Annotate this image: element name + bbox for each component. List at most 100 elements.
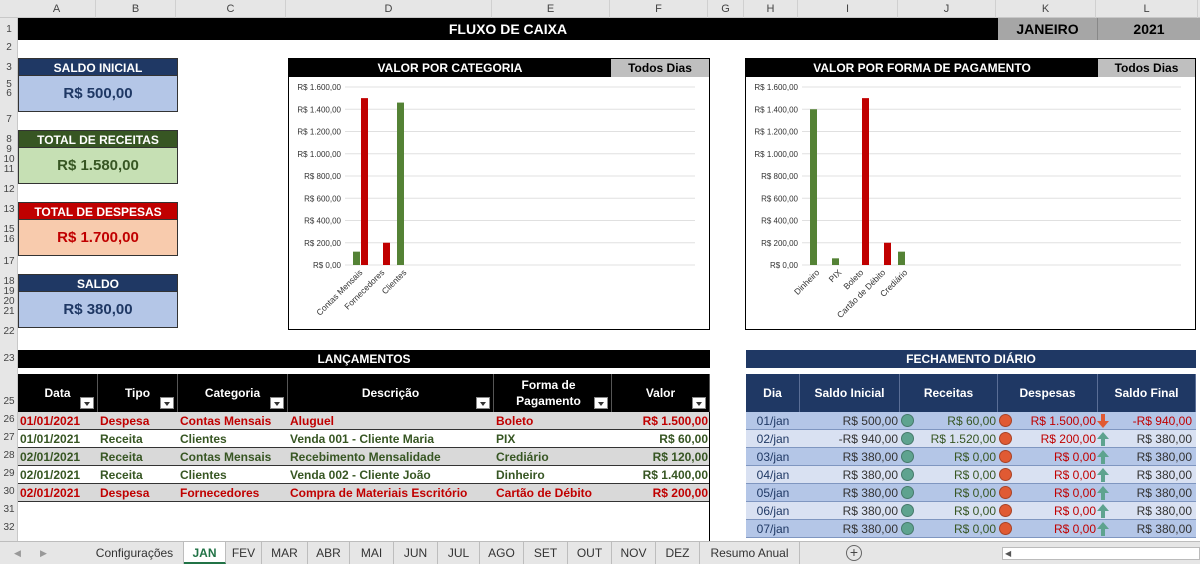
- cell-inicial[interactable]: R$ 380,00: [842, 486, 898, 500]
- daily-row[interactable]: 01/jan R$ 500,00 R$ 60,00 R$ 1.500,00 -R$ 94…: [746, 412, 1196, 430]
- row-header-9[interactable]: 9: [6, 144, 12, 155]
- table-row[interactable]: 02/01/2021 Receita Clientes Venda 002 - Cli…: [18, 466, 710, 484]
- cell-final[interactable]: R$ 380,00: [1136, 504, 1192, 518]
- chart-categoria[interactable]: VALOR POR CATEGORIA Todos Dias R$ 0,00 R$…: [288, 58, 710, 330]
- cell-dia[interactable]: 04/jan: [756, 468, 790, 482]
- row-header-12[interactable]: 12: [3, 184, 15, 195]
- header-descricao[interactable]: Descrição: [288, 374, 494, 412]
- table-row[interactable]: 02/01/2021 Despesa Fornecedores Compra de M…: [18, 484, 710, 502]
- daily-row[interactable]: 04/jan R$ 380,00 R$ 0,00 R$ 0,00 R$ 380,00: [746, 466, 1196, 484]
- cell-valor[interactable]: R$ 60,00: [659, 432, 708, 446]
- cell-data[interactable]: 02/01/2021: [20, 486, 81, 500]
- row-header-6[interactable]: 6: [6, 88, 12, 99]
- cell-categoria[interactable]: Contas Mensais: [180, 414, 272, 428]
- column-header-K[interactable]: K: [996, 0, 1096, 18]
- cell-receitas[interactable]: R$ 1.520,00: [930, 432, 996, 446]
- filter-dropdown-icon[interactable]: [476, 397, 490, 409]
- cell-tipo[interactable]: Receita: [100, 468, 143, 482]
- filter-dropdown-icon[interactable]: [80, 397, 94, 409]
- cell-despesas[interactable]: R$ 200,00: [1040, 432, 1096, 446]
- cell-despesas[interactable]: R$ 0,00: [1053, 450, 1096, 464]
- column-header-A[interactable]: A: [18, 0, 96, 18]
- column-header-G[interactable]: G: [708, 0, 744, 18]
- column-header-F[interactable]: F: [610, 0, 708, 18]
- daily-row[interactable]: 03/jan R$ 380,00 R$ 0,00 R$ 0,00 R$ 380,00: [746, 448, 1196, 466]
- cell-forma[interactable]: Dinheiro: [496, 468, 545, 482]
- filter-dropdown-icon[interactable]: [160, 397, 174, 409]
- sheet-tab-abr[interactable]: ABR: [308, 542, 350, 564]
- cell-valor[interactable]: R$ 1.400,00: [642, 468, 708, 482]
- header-valor[interactable]: Valor: [612, 374, 710, 412]
- row-header-10[interactable]: 10: [3, 154, 15, 165]
- sheet-tab-mai[interactable]: MAI: [350, 542, 394, 564]
- row-header-13[interactable]: 13: [3, 204, 15, 215]
- header-categoria[interactable]: Categoria: [178, 374, 288, 412]
- cell-receitas[interactable]: R$ 0,00: [953, 522, 996, 536]
- sheet-tab-resumo-anual[interactable]: Resumo Anual: [700, 542, 800, 564]
- sheet-tab-mar[interactable]: MAR: [262, 542, 308, 564]
- cell-inicial[interactable]: R$ 500,00: [842, 414, 898, 428]
- column-header-E[interactable]: E: [492, 0, 610, 18]
- sheet-tab-jun[interactable]: JUN: [394, 542, 438, 564]
- filter-dropdown-icon[interactable]: [692, 397, 706, 409]
- cell-categoria[interactable]: Clientes: [180, 432, 227, 446]
- cell-dia[interactable]: 07/jan: [756, 522, 790, 536]
- row-header-1[interactable]: 1: [6, 24, 12, 35]
- cell-descricao[interactable]: Venda 002 - Cliente João: [290, 468, 431, 482]
- row-header-19[interactable]: 19: [3, 286, 15, 297]
- chart-categoria-filter[interactable]: Todos Dias: [611, 59, 709, 77]
- cell-final[interactable]: R$ 380,00: [1136, 522, 1192, 536]
- row-header-21[interactable]: 21: [3, 306, 15, 317]
- row-header-22[interactable]: 22: [3, 326, 15, 337]
- cell-receitas[interactable]: R$ 0,00: [953, 468, 996, 482]
- sheet-tab-jul[interactable]: JUL: [438, 542, 480, 564]
- row-header-29[interactable]: 29: [3, 468, 15, 479]
- scroll-tabs-left-icon[interactable]: ◀: [14, 548, 21, 558]
- filter-dropdown-icon[interactable]: [594, 397, 608, 409]
- cell-categoria[interactable]: Fornecedores: [180, 486, 260, 500]
- scroll-tabs-right-icon[interactable]: ▶: [40, 548, 47, 558]
- table-row[interactable]: 01/01/2021 Despesa Contas Mensais Aluguel Bo…: [18, 412, 710, 430]
- cell-data[interactable]: 02/01/2021: [20, 450, 81, 464]
- sheet-tab-jan[interactable]: JAN: [184, 542, 226, 564]
- cell-valor[interactable]: R$ 120,00: [652, 450, 708, 464]
- horizontal-scrollbar[interactable]: ◀: [1002, 547, 1200, 560]
- column-header-B[interactable]: B: [96, 0, 176, 18]
- row-header-11[interactable]: 11: [3, 164, 15, 175]
- cell-final[interactable]: R$ 380,00: [1136, 486, 1192, 500]
- daily-row[interactable]: 02/jan -R$ 940,00 R$ 1.520,00 R$ 200,00 R$ 3…: [746, 430, 1196, 448]
- cell-despesas[interactable]: R$ 0,00: [1053, 504, 1096, 518]
- row-header-18[interactable]: 18: [3, 276, 15, 287]
- row-header-23[interactable]: 23: [3, 353, 15, 364]
- cell-tipo[interactable]: Despesa: [100, 486, 150, 500]
- cell-valor[interactable]: R$ 1.500,00: [642, 414, 708, 428]
- row-header-3[interactable]: 3: [6, 62, 12, 73]
- chart-forma-filter[interactable]: Todos Dias: [1098, 59, 1195, 77]
- sheet-tab-dez[interactable]: DEZ: [656, 542, 700, 564]
- row-header-7[interactable]: 7: [6, 114, 12, 125]
- cell-dia[interactable]: 05/jan: [756, 486, 790, 500]
- column-header-J[interactable]: J: [898, 0, 996, 18]
- cell-data[interactable]: 02/01/2021: [20, 468, 81, 482]
- cell-valor[interactable]: R$ 200,00: [652, 486, 708, 500]
- cell-despesas[interactable]: R$ 0,00: [1053, 468, 1096, 482]
- column-header-C[interactable]: C: [176, 0, 286, 18]
- header-tipo[interactable]: Tipo: [98, 374, 178, 412]
- cell-inicial[interactable]: R$ 380,00: [842, 468, 898, 482]
- filter-dropdown-icon[interactable]: [270, 397, 284, 409]
- cell-forma[interactable]: PIX: [496, 432, 516, 446]
- cell-tipo[interactable]: Receita: [100, 432, 143, 446]
- month-cell[interactable]: JANEIRO: [998, 18, 1098, 40]
- cell-despesas[interactable]: R$ 0,00: [1053, 486, 1096, 500]
- cell-despesas[interactable]: R$ 0,00: [1053, 522, 1096, 536]
- row-header-8[interactable]: 8: [6, 134, 12, 145]
- row-header-28[interactable]: 28: [3, 450, 15, 461]
- cell-receitas[interactable]: R$ 0,00: [953, 504, 996, 518]
- cell-dia[interactable]: 03/jan: [756, 450, 790, 464]
- header-data[interactable]: Data: [18, 374, 98, 412]
- sheet-tab-set[interactable]: SET: [524, 542, 568, 564]
- cell-dia[interactable]: 01/jan: [756, 414, 790, 428]
- row-header-20[interactable]: 20: [3, 296, 15, 307]
- cell-receitas[interactable]: R$ 0,00: [953, 486, 996, 500]
- cell-forma[interactable]: Cartão de Débito: [496, 486, 593, 500]
